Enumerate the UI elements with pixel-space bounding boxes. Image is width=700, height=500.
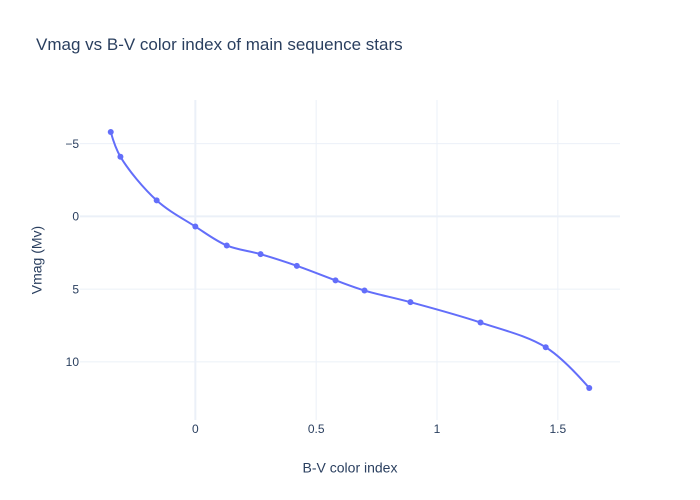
svg-text:5: 5 (72, 282, 79, 296)
svg-text:Vmag vs B-V color index of mai: Vmag vs B-V color index of main sequence… (36, 35, 403, 54)
svg-text:−5: −5 (65, 137, 79, 151)
svg-text:Vmag (Mv): Vmag (Mv) (28, 226, 44, 294)
svg-text:0.5: 0.5 (308, 422, 325, 436)
svg-text:0: 0 (192, 422, 199, 436)
svg-text:10: 10 (66, 355, 80, 369)
svg-text:1: 1 (434, 422, 441, 436)
svg-text:0: 0 (72, 210, 79, 224)
svg-text:1.5: 1.5 (549, 422, 566, 436)
svg-text:B-V color index: B-V color index (303, 460, 398, 476)
